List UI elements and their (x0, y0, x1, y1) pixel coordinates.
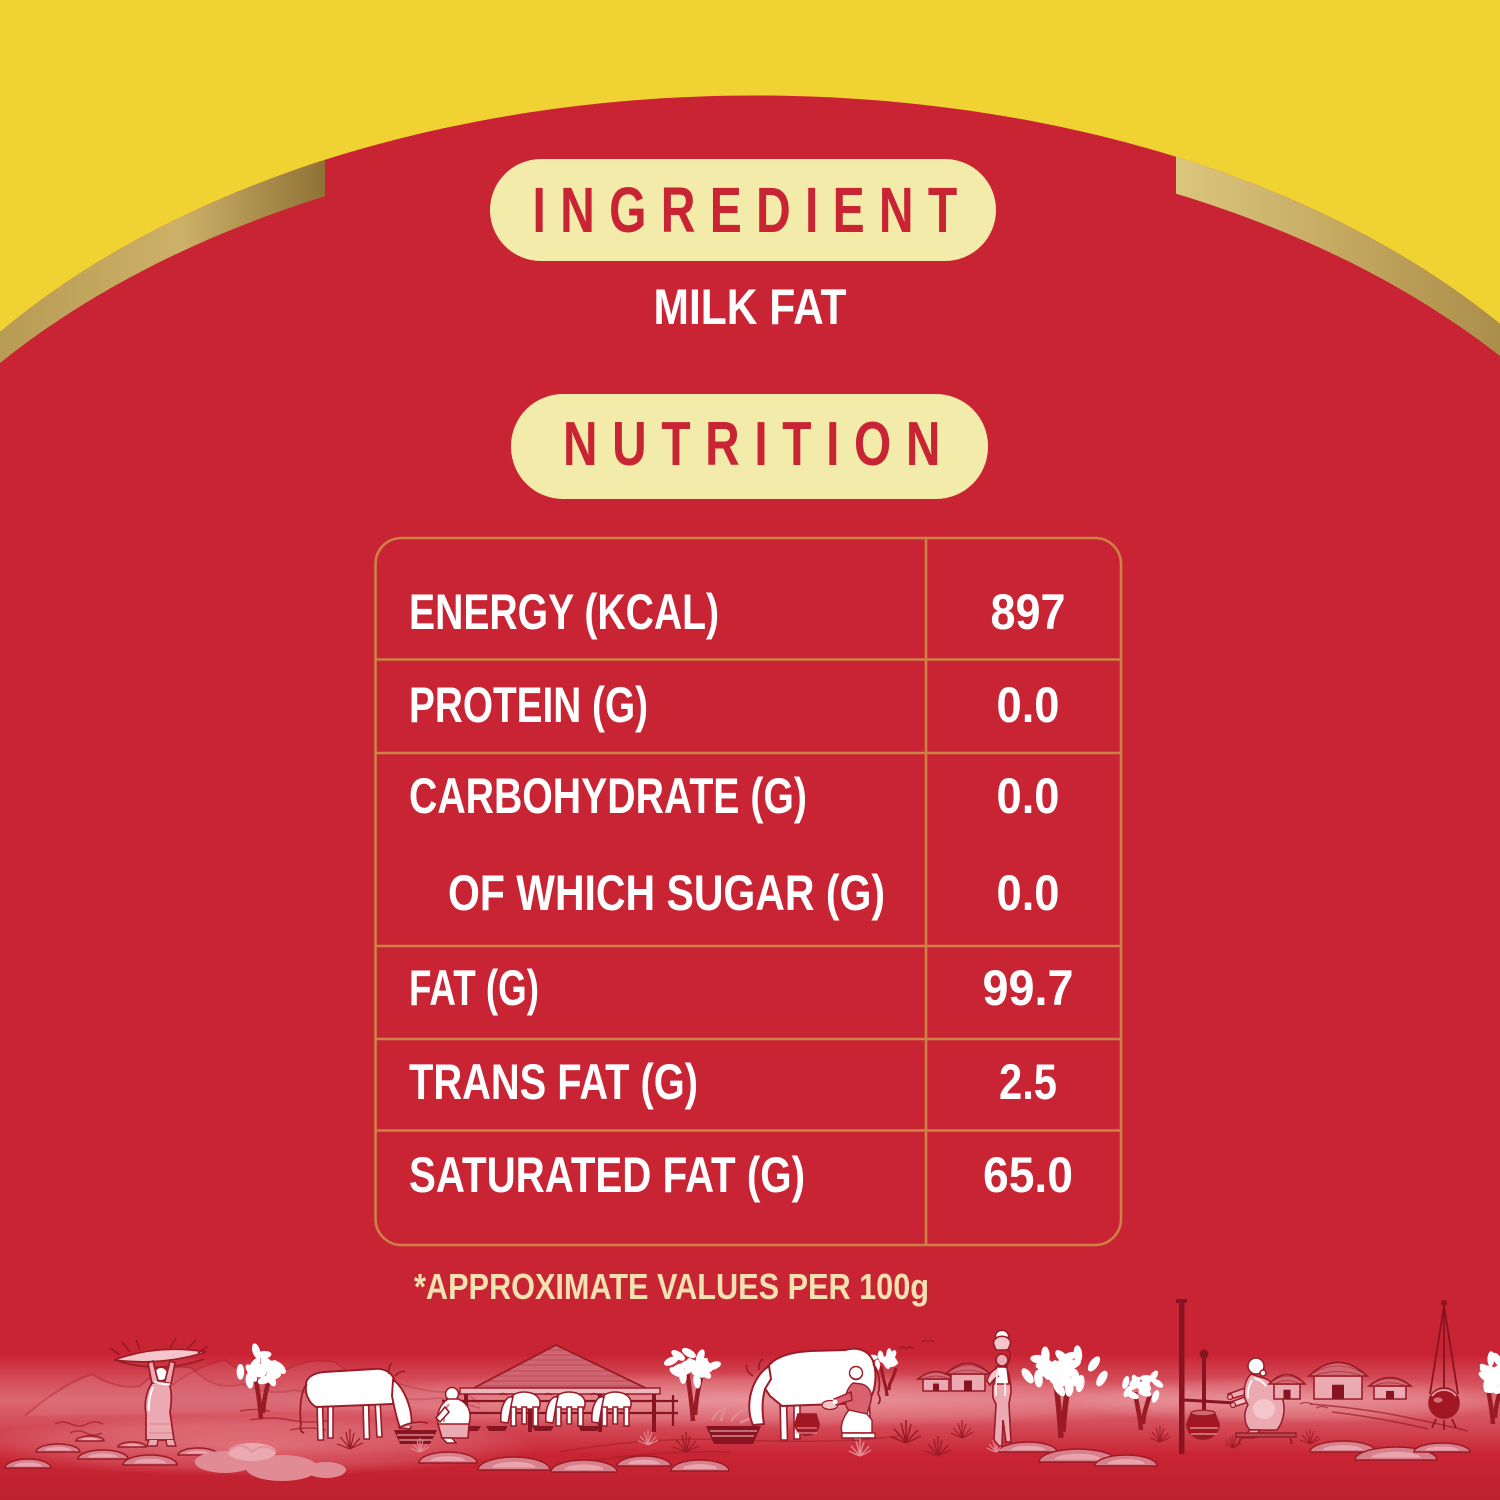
svg-text:FAT (G): FAT (G) (409, 960, 539, 1016)
svg-text:MILK FAT: MILK FAT (654, 279, 847, 335)
svg-text:65.0: 65.0 (983, 1147, 1073, 1203)
svg-text:OF WHICH SUGAR (G): OF WHICH SUGAR (G) (448, 865, 885, 921)
svg-text:897: 897 (991, 584, 1066, 640)
svg-text:0.0: 0.0 (997, 768, 1060, 824)
svg-text:CARBOHYDRATE (G): CARBOHYDRATE (G) (409, 768, 807, 824)
svg-text:0.0: 0.0 (997, 865, 1060, 921)
svg-text:SATURATED FAT (G): SATURATED FAT (G) (409, 1147, 805, 1203)
svg-text:TRANS FAT (G): TRANS FAT (G) (409, 1054, 698, 1110)
svg-text:0.0: 0.0 (997, 677, 1060, 733)
svg-text:PROTEIN (G): PROTEIN (G) (409, 677, 648, 733)
svg-text:99.7: 99.7 (983, 960, 1074, 1016)
svg-text:ENERGY (KCAL): ENERGY (KCAL) (409, 584, 719, 640)
svg-text:NUTRITION: NUTRITION (563, 410, 955, 479)
svg-text:INGREDIENT: INGREDIENT (533, 174, 972, 246)
svg-text:*APPROXIMATE VALUES PER 100g: *APPROXIMATE VALUES PER 100g (414, 1266, 929, 1307)
svg-text:2.5: 2.5 (999, 1054, 1057, 1110)
